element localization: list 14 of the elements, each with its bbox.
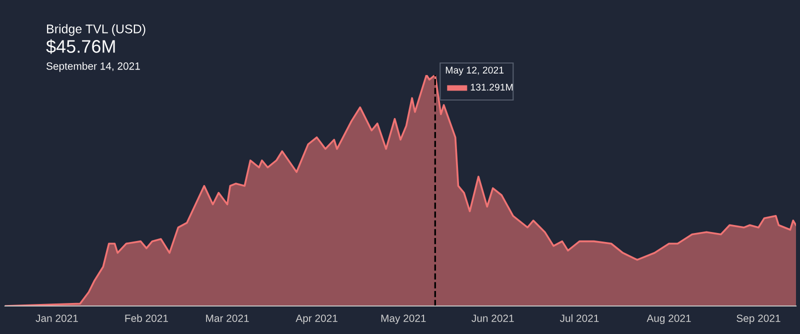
x-tick-label: Apr 2021 — [296, 314, 338, 324]
x-tick-label: Aug 2021 — [646, 314, 691, 324]
chart-title: Bridge TVL (USD) — [47, 24, 146, 36]
x-tick-label: Feb 2021 — [125, 314, 168, 322]
annotation: May 12, 2021 — [446, 66, 504, 76]
x-tick-label: Sep 2021 — [736, 314, 780, 324]
x-tick-label: Jun 2021 — [472, 314, 514, 322]
x-tick-label: Mar 2021 — [206, 314, 249, 322]
annotation: 131.291M — [470, 84, 513, 91]
x-tick-label: Jan 2021 — [36, 314, 78, 322]
x-tick-label: Jul 2021 — [560, 314, 599, 322]
x-tick-label: May 2021 — [381, 314, 426, 324]
text: September 14, 2021 — [46, 62, 140, 72]
chart-subtitle: $45.76M — [46, 39, 115, 54]
